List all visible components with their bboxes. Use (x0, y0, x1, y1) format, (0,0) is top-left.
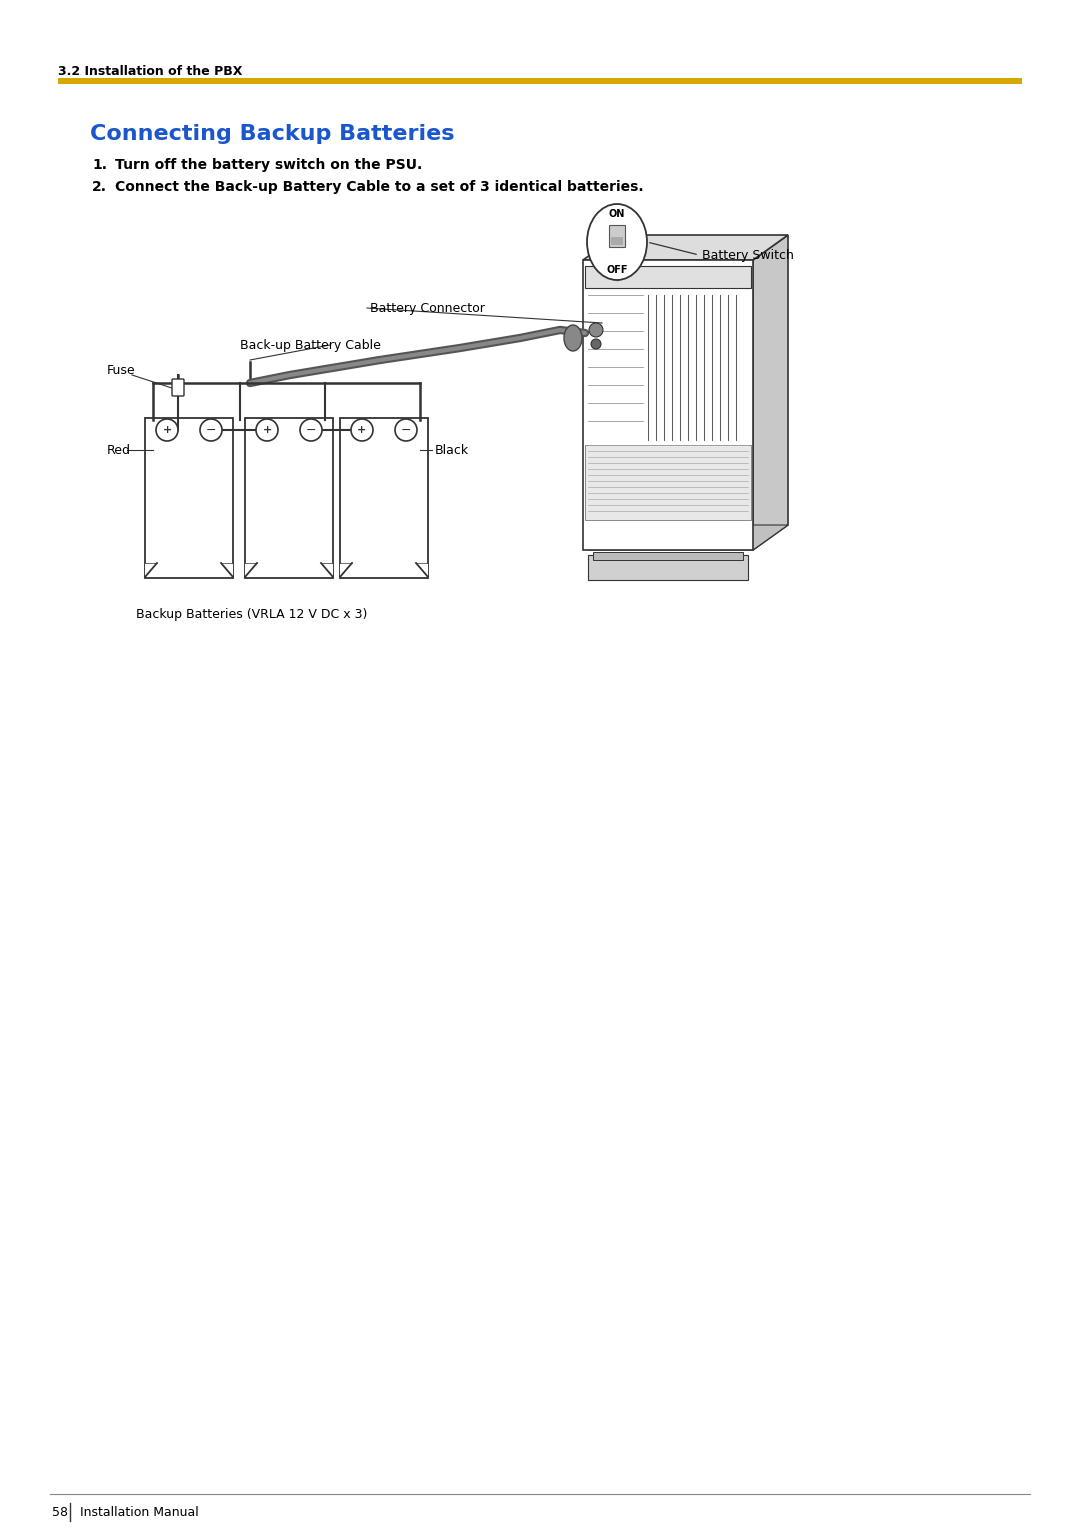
Polygon shape (321, 562, 333, 578)
Text: Fuse: Fuse (107, 364, 136, 376)
Bar (245, 419, 333, 578)
Text: −: − (401, 423, 411, 437)
Circle shape (591, 339, 600, 348)
Text: 3.2 Installation of the PBX: 3.2 Installation of the PBX (58, 66, 242, 78)
Circle shape (256, 419, 278, 442)
Circle shape (395, 419, 417, 442)
Text: Red: Red (107, 443, 131, 457)
Polygon shape (221, 562, 233, 578)
Text: −: − (206, 423, 216, 437)
Text: Back-up Battery Cable: Back-up Battery Cable (240, 339, 381, 351)
Text: 58: 58 (52, 1505, 68, 1519)
Polygon shape (245, 562, 257, 578)
Polygon shape (753, 235, 788, 550)
Text: Installation Manual: Installation Manual (80, 1505, 199, 1519)
Circle shape (589, 322, 603, 338)
Text: Battery Connector: Battery Connector (370, 301, 485, 315)
Circle shape (200, 419, 222, 442)
Bar (588, 555, 748, 581)
Ellipse shape (588, 205, 647, 280)
Text: +: + (162, 425, 172, 435)
Text: +: + (262, 425, 272, 435)
Text: Connecting Backup Batteries: Connecting Backup Batteries (90, 124, 455, 144)
Polygon shape (340, 562, 352, 578)
Bar (583, 260, 753, 550)
Text: Turn off the battery switch on the PSU.: Turn off the battery switch on the PSU. (114, 157, 422, 173)
Text: ON: ON (609, 209, 625, 219)
Text: Battery Switch: Battery Switch (702, 249, 794, 261)
Polygon shape (145, 562, 157, 578)
Text: +: + (357, 425, 366, 435)
Bar (58, 78, 1022, 84)
Polygon shape (588, 526, 788, 550)
Circle shape (156, 419, 178, 442)
Text: Connect the Back-up Battery Cable to a set of 3 identical batteries.: Connect the Back-up Battery Cable to a s… (114, 180, 644, 194)
Circle shape (351, 419, 373, 442)
Text: 1.: 1. (92, 157, 107, 173)
Polygon shape (416, 562, 428, 578)
Bar (585, 266, 751, 287)
Bar (611, 237, 623, 244)
Text: −: − (306, 423, 316, 437)
Text: 2.: 2. (92, 180, 107, 194)
Bar (145, 419, 233, 578)
Circle shape (300, 419, 322, 442)
Bar (609, 225, 625, 248)
Polygon shape (583, 235, 788, 260)
Ellipse shape (564, 325, 582, 351)
Bar (585, 445, 751, 520)
Bar (593, 552, 743, 559)
FancyBboxPatch shape (172, 379, 184, 396)
Text: Black: Black (435, 443, 469, 457)
Text: Backup Batteries (VRLA 12 V DC x 3): Backup Batteries (VRLA 12 V DC x 3) (136, 608, 367, 620)
Bar (340, 419, 428, 578)
Text: OFF: OFF (606, 264, 627, 275)
